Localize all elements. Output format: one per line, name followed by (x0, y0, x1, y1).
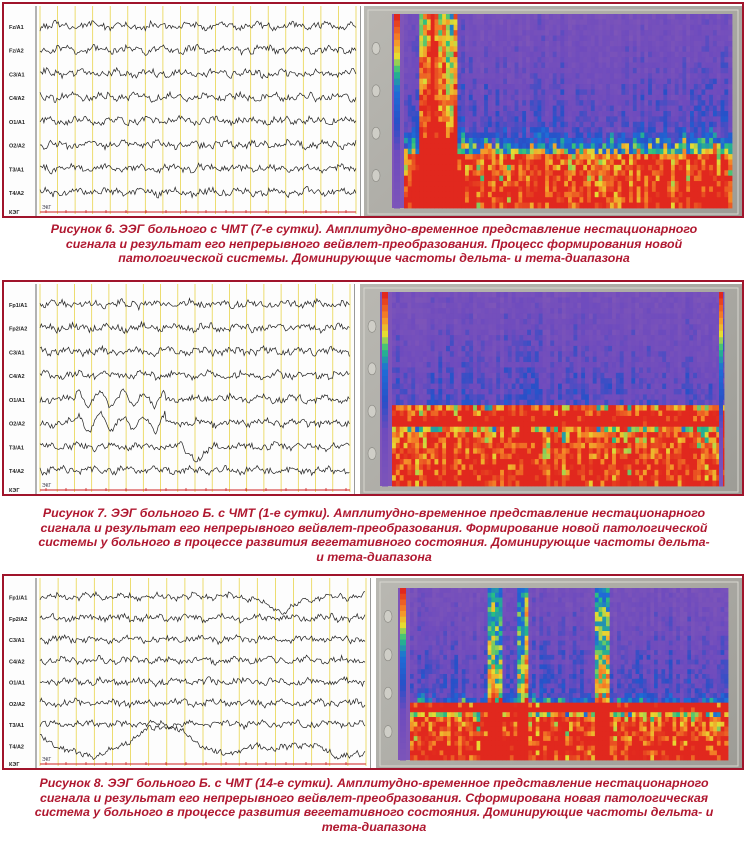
channel-label: T4/A2 (9, 191, 24, 197)
scale-knob (371, 126, 381, 140)
eeg-trace-panel: Fp1/A1 Fp2/A2 C3/A1 C4/A2 O1/A1 O2/A2 T3/A1 T4/… (6, 578, 371, 768)
scale-knob (383, 648, 393, 662)
figure-caption: Рисунок 6. ЭЭГ больного с ЧМТ (7-е сутки… (50, 222, 698, 266)
eeg-trace (39, 19, 357, 32)
figure-caption: Рисунок 8. ЭЭГ больного Б. с ЧМТ (14-е с… (34, 776, 714, 834)
channel-label: C4/A2 (9, 374, 25, 380)
scale-knob (383, 725, 393, 738)
eeg-trace (39, 697, 366, 709)
marker-channel-label: КЭГ (9, 210, 20, 216)
eeg-trace (39, 368, 350, 382)
scale-knob (371, 84, 381, 98)
channel-label: Fp2/A2 (9, 617, 27, 623)
channel-label: T3/A1 (9, 723, 24, 729)
channel-label: C3/A1 (9, 350, 25, 356)
scale-knob (371, 42, 381, 55)
eeg-trace (39, 320, 350, 335)
eeg-trace (39, 66, 357, 80)
channel-label: Fz/A1 (9, 25, 24, 31)
channel-label: C3/A1 (9, 72, 25, 78)
eeg-trace (39, 724, 366, 761)
marker-channel-label: КЭГ (9, 488, 20, 494)
eeg-trace (39, 186, 357, 199)
figure-8: Fp1/A1 Fp2/A2 C3/A1 C4/A2 O1/A1 O2/A2 T3/A1 T4/… (2, 574, 744, 770)
eeg-trace (39, 162, 357, 175)
eeg-trace (39, 297, 350, 312)
eeg-trace (39, 676, 366, 688)
eeg-trace (39, 634, 366, 646)
scale-knob (367, 320, 377, 333)
channel-label: O1/A1 (9, 398, 25, 404)
channel-label: T3/A1 (9, 445, 24, 451)
marker-label: ЭКГ (42, 205, 52, 211)
channel-label: Fp2/A2 (9, 327, 27, 333)
scale-knob (367, 362, 377, 376)
eeg-trace-panel: Fp1/A1 Fp2/A2 C3/A1 C4/A2 O1/A1 O2/A2 T3/A1 T4/… (6, 284, 355, 494)
eeg-trace (39, 590, 366, 615)
eeg-trace (39, 90, 357, 103)
eeg-trace (39, 441, 350, 463)
wavelet-spectrogram (376, 578, 742, 768)
marker-label: ЭКГ (42, 483, 52, 489)
channel-label: O2/A2 (9, 422, 25, 428)
wavelet-spectrogram (360, 284, 742, 494)
channel-label: C4/A2 (9, 659, 25, 665)
channel-label: T4/A2 (9, 744, 24, 750)
eeg-trace (39, 114, 357, 127)
figure-caption: Рисунок 7. ЭЭГ больного Б. с ЧМТ (1-е су… (38, 506, 710, 564)
channel-label: O2/A2 (9, 702, 25, 708)
channel-label: C4/A2 (9, 96, 25, 102)
scale-knob (383, 610, 393, 623)
eeg-trace (39, 410, 350, 435)
channel-label: O1/A1 (9, 681, 25, 687)
channel-label: O1/A1 (9, 120, 25, 126)
channel-label: C3/A1 (9, 638, 25, 644)
scale-knob (367, 447, 377, 460)
channel-label: O2/A2 (9, 144, 25, 150)
eeg-trace (39, 43, 357, 56)
channel-label: T4/A2 (9, 469, 24, 475)
wavelet-spectrogram (364, 6, 742, 216)
marker-channel-label: КЭГ (9, 762, 20, 768)
figure-7: Fp1/A1 Fp2/A2 C3/A1 C4/A2 O1/A1 O2/A2 T3/A1 T4/… (2, 280, 744, 496)
scale-knob (371, 169, 381, 182)
eeg-trace (39, 719, 366, 731)
eeg-trace (39, 388, 350, 410)
channel-label: Fp1/A1 (9, 596, 27, 602)
eeg-trace-panel: Fz/A1 Fz/A2 C3/A1 C4/A2 O1/A1 O2/A2 T3/A1 T4/A2… (6, 6, 361, 216)
marker-label: ЭКГ (42, 757, 52, 763)
eeg-trace (39, 654, 366, 666)
channel-label: Fz/A2 (9, 49, 24, 55)
channel-label: T3/A1 (9, 167, 24, 173)
eeg-trace (39, 464, 350, 477)
figure-6: Fz/A1 Fz/A2 C3/A1 C4/A2 O1/A1 O2/A2 T3/A1 T4/A2… (2, 2, 744, 218)
channel-label: Fp1/A1 (9, 303, 27, 309)
eeg-trace (39, 612, 366, 624)
scale-knob (383, 686, 393, 700)
eeg-trace (39, 138, 357, 151)
eeg-trace (39, 344, 350, 358)
scale-knob (367, 404, 377, 418)
